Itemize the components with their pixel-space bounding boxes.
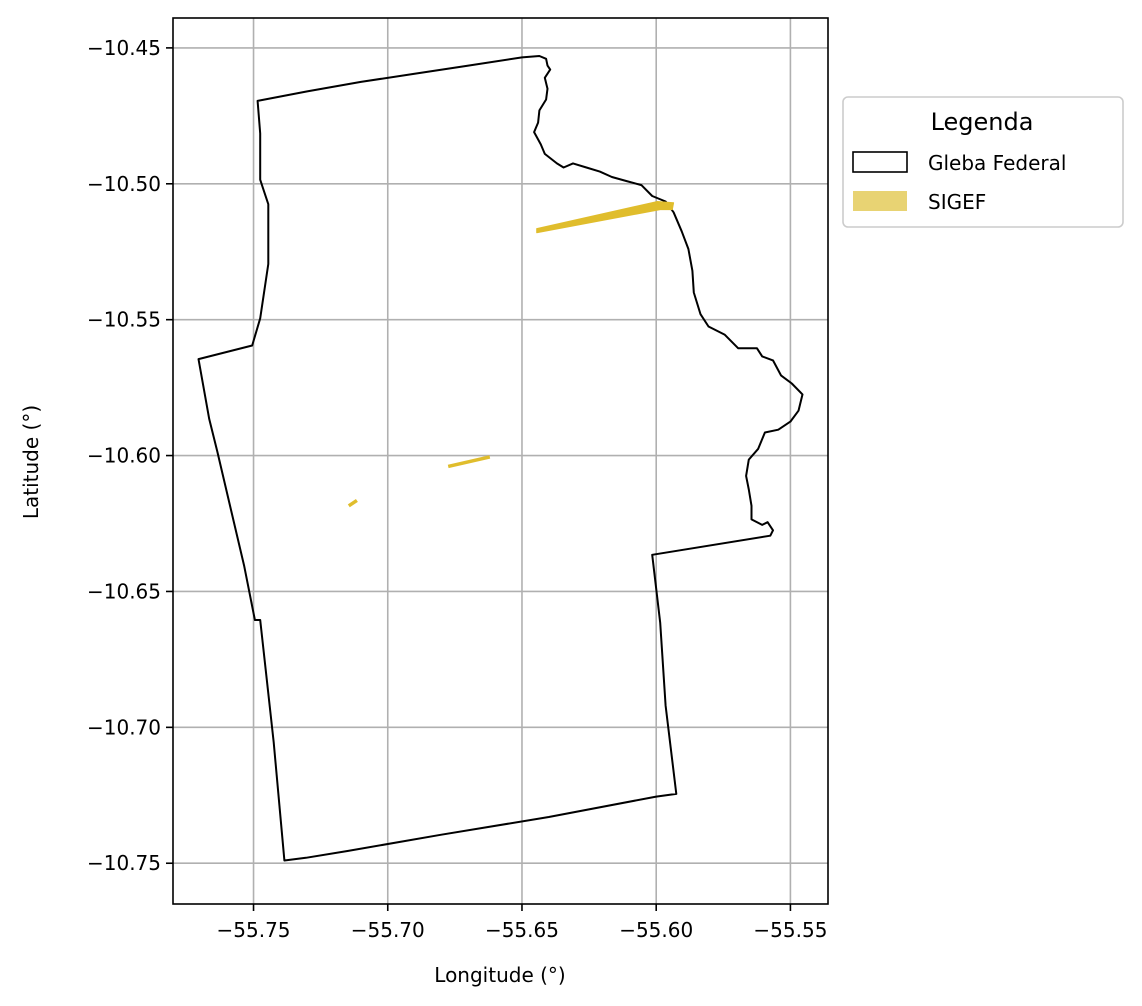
y-tick-label: −10.65 <box>87 579 161 603</box>
x-tick-label: −55.70 <box>351 918 425 942</box>
x-tick-label: −55.55 <box>753 918 827 942</box>
grid-lines <box>173 18 828 904</box>
y-axis-label: Latitude (°) <box>19 405 43 519</box>
x-tick-label: −55.65 <box>485 918 559 942</box>
plot-frame <box>172 17 829 905</box>
y-tick-label: −10.75 <box>87 851 161 875</box>
y-axis: −10.45 −10.50 −10.55 −10.60 −10.65 −10.70 −10.… <box>87 36 173 875</box>
legend-label-gleba: Gleba Federal <box>928 151 1066 175</box>
legend-label-sigef: SIGEF <box>928 190 986 214</box>
x-tick-label: −55.75 <box>217 918 291 942</box>
y-tick-label: −10.60 <box>87 444 161 468</box>
legend-frame <box>842 96 1124 228</box>
x-axis: −55.75 −55.70 −55.65 −55.60 −55.55 <box>217 904 827 942</box>
y-tick-label: −10.50 <box>87 172 161 196</box>
sigef-parcel <box>347 498 358 508</box>
x-axis-label: Longitude (°) <box>434 963 565 987</box>
y-tick-label: −10.45 <box>87 36 161 60</box>
legend-title: Legenda <box>931 108 1034 136</box>
legend-swatch-gleba <box>852 151 908 173</box>
x-tick-label: −55.60 <box>619 918 693 942</box>
y-tick-label: −10.55 <box>87 308 161 332</box>
legend: Legenda Gleba Federal SIGEF <box>842 96 1124 228</box>
sigef-parcel <box>536 201 675 234</box>
y-tick-label: −10.70 <box>87 715 161 739</box>
legend-swatch-sigef <box>853 191 907 211</box>
gleba-federal-boundary <box>197 55 804 862</box>
sigef-parcel <box>447 455 491 469</box>
map-layers <box>197 55 804 862</box>
